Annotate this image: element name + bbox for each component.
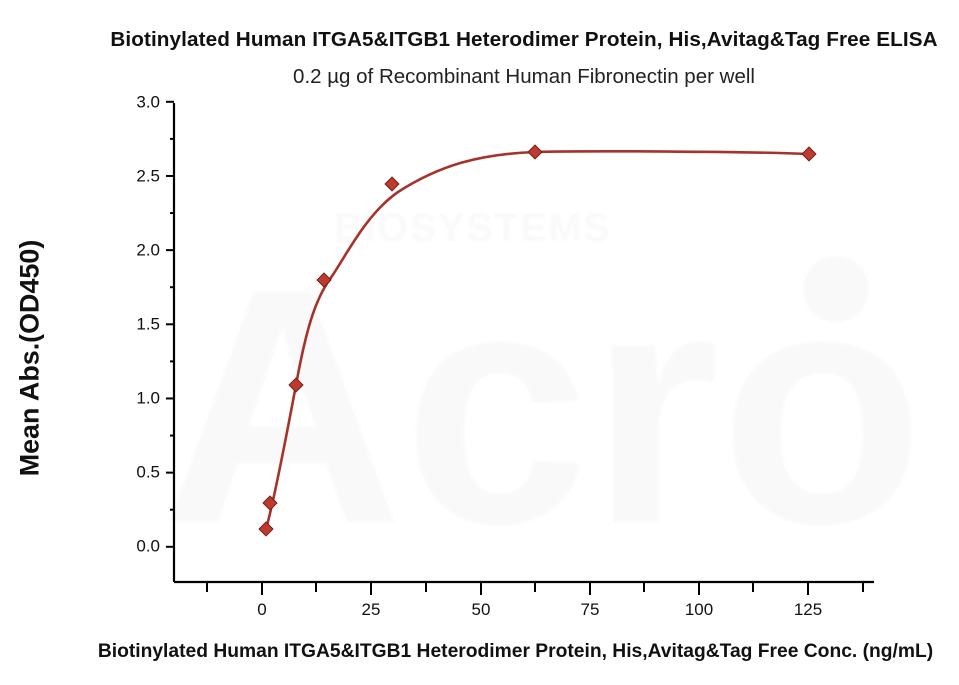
svg-text:0.0: 0.0 <box>136 537 160 556</box>
svg-text:100: 100 <box>685 600 713 619</box>
svg-text:25: 25 <box>362 600 381 619</box>
svg-text:125: 125 <box>794 600 822 619</box>
svg-text:2.5: 2.5 <box>136 167 160 186</box>
svg-text:1.0: 1.0 <box>136 389 160 408</box>
svg-text:0: 0 <box>257 600 266 619</box>
svg-text:1.5: 1.5 <box>136 315 160 334</box>
svg-text:3.0: 3.0 <box>136 93 160 112</box>
svg-text:0.5: 0.5 <box>136 463 160 482</box>
svg-text:2.0: 2.0 <box>136 241 160 260</box>
svg-text:50: 50 <box>472 600 491 619</box>
svg-text:75: 75 <box>581 600 600 619</box>
